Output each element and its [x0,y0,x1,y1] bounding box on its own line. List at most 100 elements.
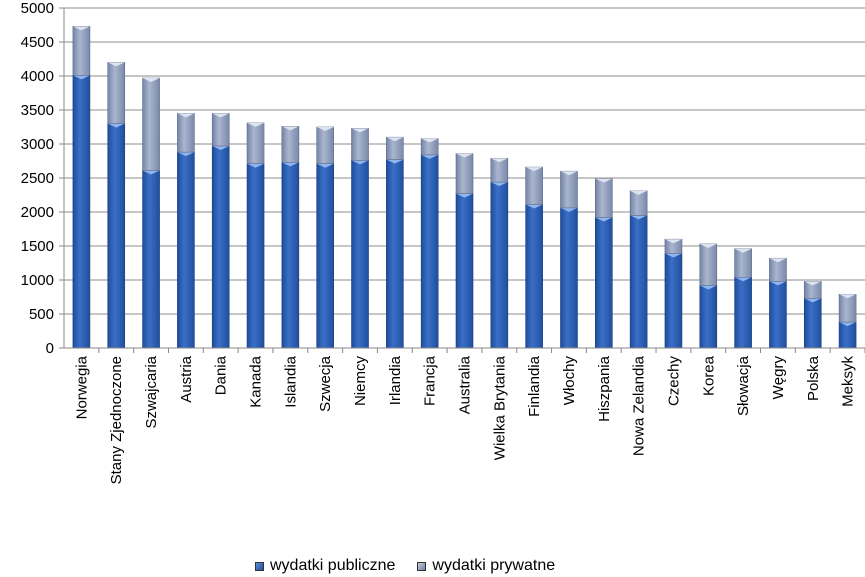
bar-private [595,178,613,218]
bar-public-bevel [316,163,334,168]
bar-private [177,113,195,153]
x-tick-label: Nowa Zelandia [631,355,648,456]
legend-label-public: wydatki publiczne [270,557,396,574]
x-tick-label: Polska [805,355,822,401]
bar-public [246,163,265,349]
bar-public [177,151,195,349]
bar-public-bevel [560,207,578,212]
bar-private [281,126,300,163]
x-tick-label: Australia [457,355,474,414]
bar-private [455,153,474,194]
x-tick-label: Czechy [665,356,682,407]
x-tick-label: Hiszpania [596,355,613,422]
y-tick-label: 2000 [21,204,54,221]
bar-public-bevel [281,162,299,167]
x-tick-label: Kanada [248,355,265,407]
y-tick-label: 0 [46,340,54,357]
x-tick-label: Finlandia [526,355,543,417]
x-tick-label: Meksyk [840,356,857,407]
bar-public-bevel [72,75,90,80]
x-tick-label: Islandia [282,355,299,407]
bar-private [525,166,543,205]
bar-private-bevel [142,78,160,83]
bar-public [734,276,752,349]
x-tick-label: Wielka Brytania [491,355,508,460]
bars [72,26,857,349]
x-tick-label: Norwegia [73,355,90,419]
x-tick-label: Dania [213,355,230,395]
bar-private-bevel [177,113,195,118]
legend-swatch-public [255,561,264,571]
bar-public-bevel [525,204,543,209]
bar-private-bevel [421,138,439,143]
x-tick-label: Słowacja [735,355,752,416]
bar-public [769,281,787,349]
bar-public-bevel [630,215,648,220]
bar-public-bevel [107,123,125,128]
bar-public-bevel [769,281,787,286]
bar-private [246,122,265,165]
bar-public [803,298,822,349]
bar-public-bevel [664,253,682,258]
bar-public [595,217,613,349]
bar-private-bevel [212,113,230,118]
bar-public [490,181,509,349]
bar-public-bevel [734,277,752,282]
bar-private-bevel [281,126,299,131]
y-axis-ticks: 0 500 1000 1500 2000 2500 3000 3500 4000 4500 5000 [21,0,64,357]
bar-public-bevel [804,298,822,303]
y-tick-label: 2500 [21,170,54,187]
legend-label-private: wydatki prywatne [432,557,556,574]
bar-public [386,159,404,349]
legend-item-public: wydatki publiczne [255,557,395,575]
bar-public [107,123,126,349]
bar-private-bevel [351,128,369,133]
bar-public [560,207,578,349]
bar-public [525,204,543,349]
x-axis-ticks: Norwegia Stany Zjednoczone Szwajcaria Austr… [73,348,865,484]
x-tick-label: Irlandia [387,355,404,405]
bar-public [699,285,718,349]
bar-public [72,75,91,349]
y-tick-label: 3000 [21,136,54,153]
bar-public-bevel [247,163,265,168]
bar-private [142,77,160,171]
bar-public-bevel [142,170,160,175]
bar-private-bevel [664,239,682,244]
bar-private-bevel [595,178,613,183]
bar-private-bevel [456,153,473,158]
bar-private-bevel [630,190,648,195]
bar-private [211,113,230,147]
legend: wydatki publiczne wydatki prywatne [255,557,577,575]
bar-public [316,163,334,349]
bar-public-bevel [456,193,473,198]
bar-private [351,128,369,161]
bar-private-bevel [490,158,508,163]
bar-private [838,293,857,323]
bar-public [455,193,474,349]
bar-public [211,145,230,349]
bar-public [629,215,648,349]
x-tick-label: Szwecja [317,355,334,412]
bar-public [664,253,683,349]
x-tick-label: Stany Zjednoczone [108,356,125,484]
bar-public [142,170,160,349]
bar-public-bevel [177,152,195,157]
bar-public-bevel [421,154,439,159]
bar-private-bevel [72,26,90,31]
bar-private-bevel [699,243,717,248]
bar-private-bevel [386,137,404,142]
bar-private-bevel [247,122,265,127]
legend-item-private: wydatki prywatne [417,557,555,575]
legend-swatch-private [417,561,427,571]
bar-private [107,62,126,124]
x-tick-label: Włochy [561,356,578,406]
bar-private [699,243,718,286]
bar-private-bevel [734,248,752,253]
y-tick-label: 1500 [21,238,54,255]
bar-private [72,26,91,76]
x-tick-label: Austria [178,355,195,402]
y-tick-label: 4000 [21,68,54,85]
bar-public [420,154,439,349]
